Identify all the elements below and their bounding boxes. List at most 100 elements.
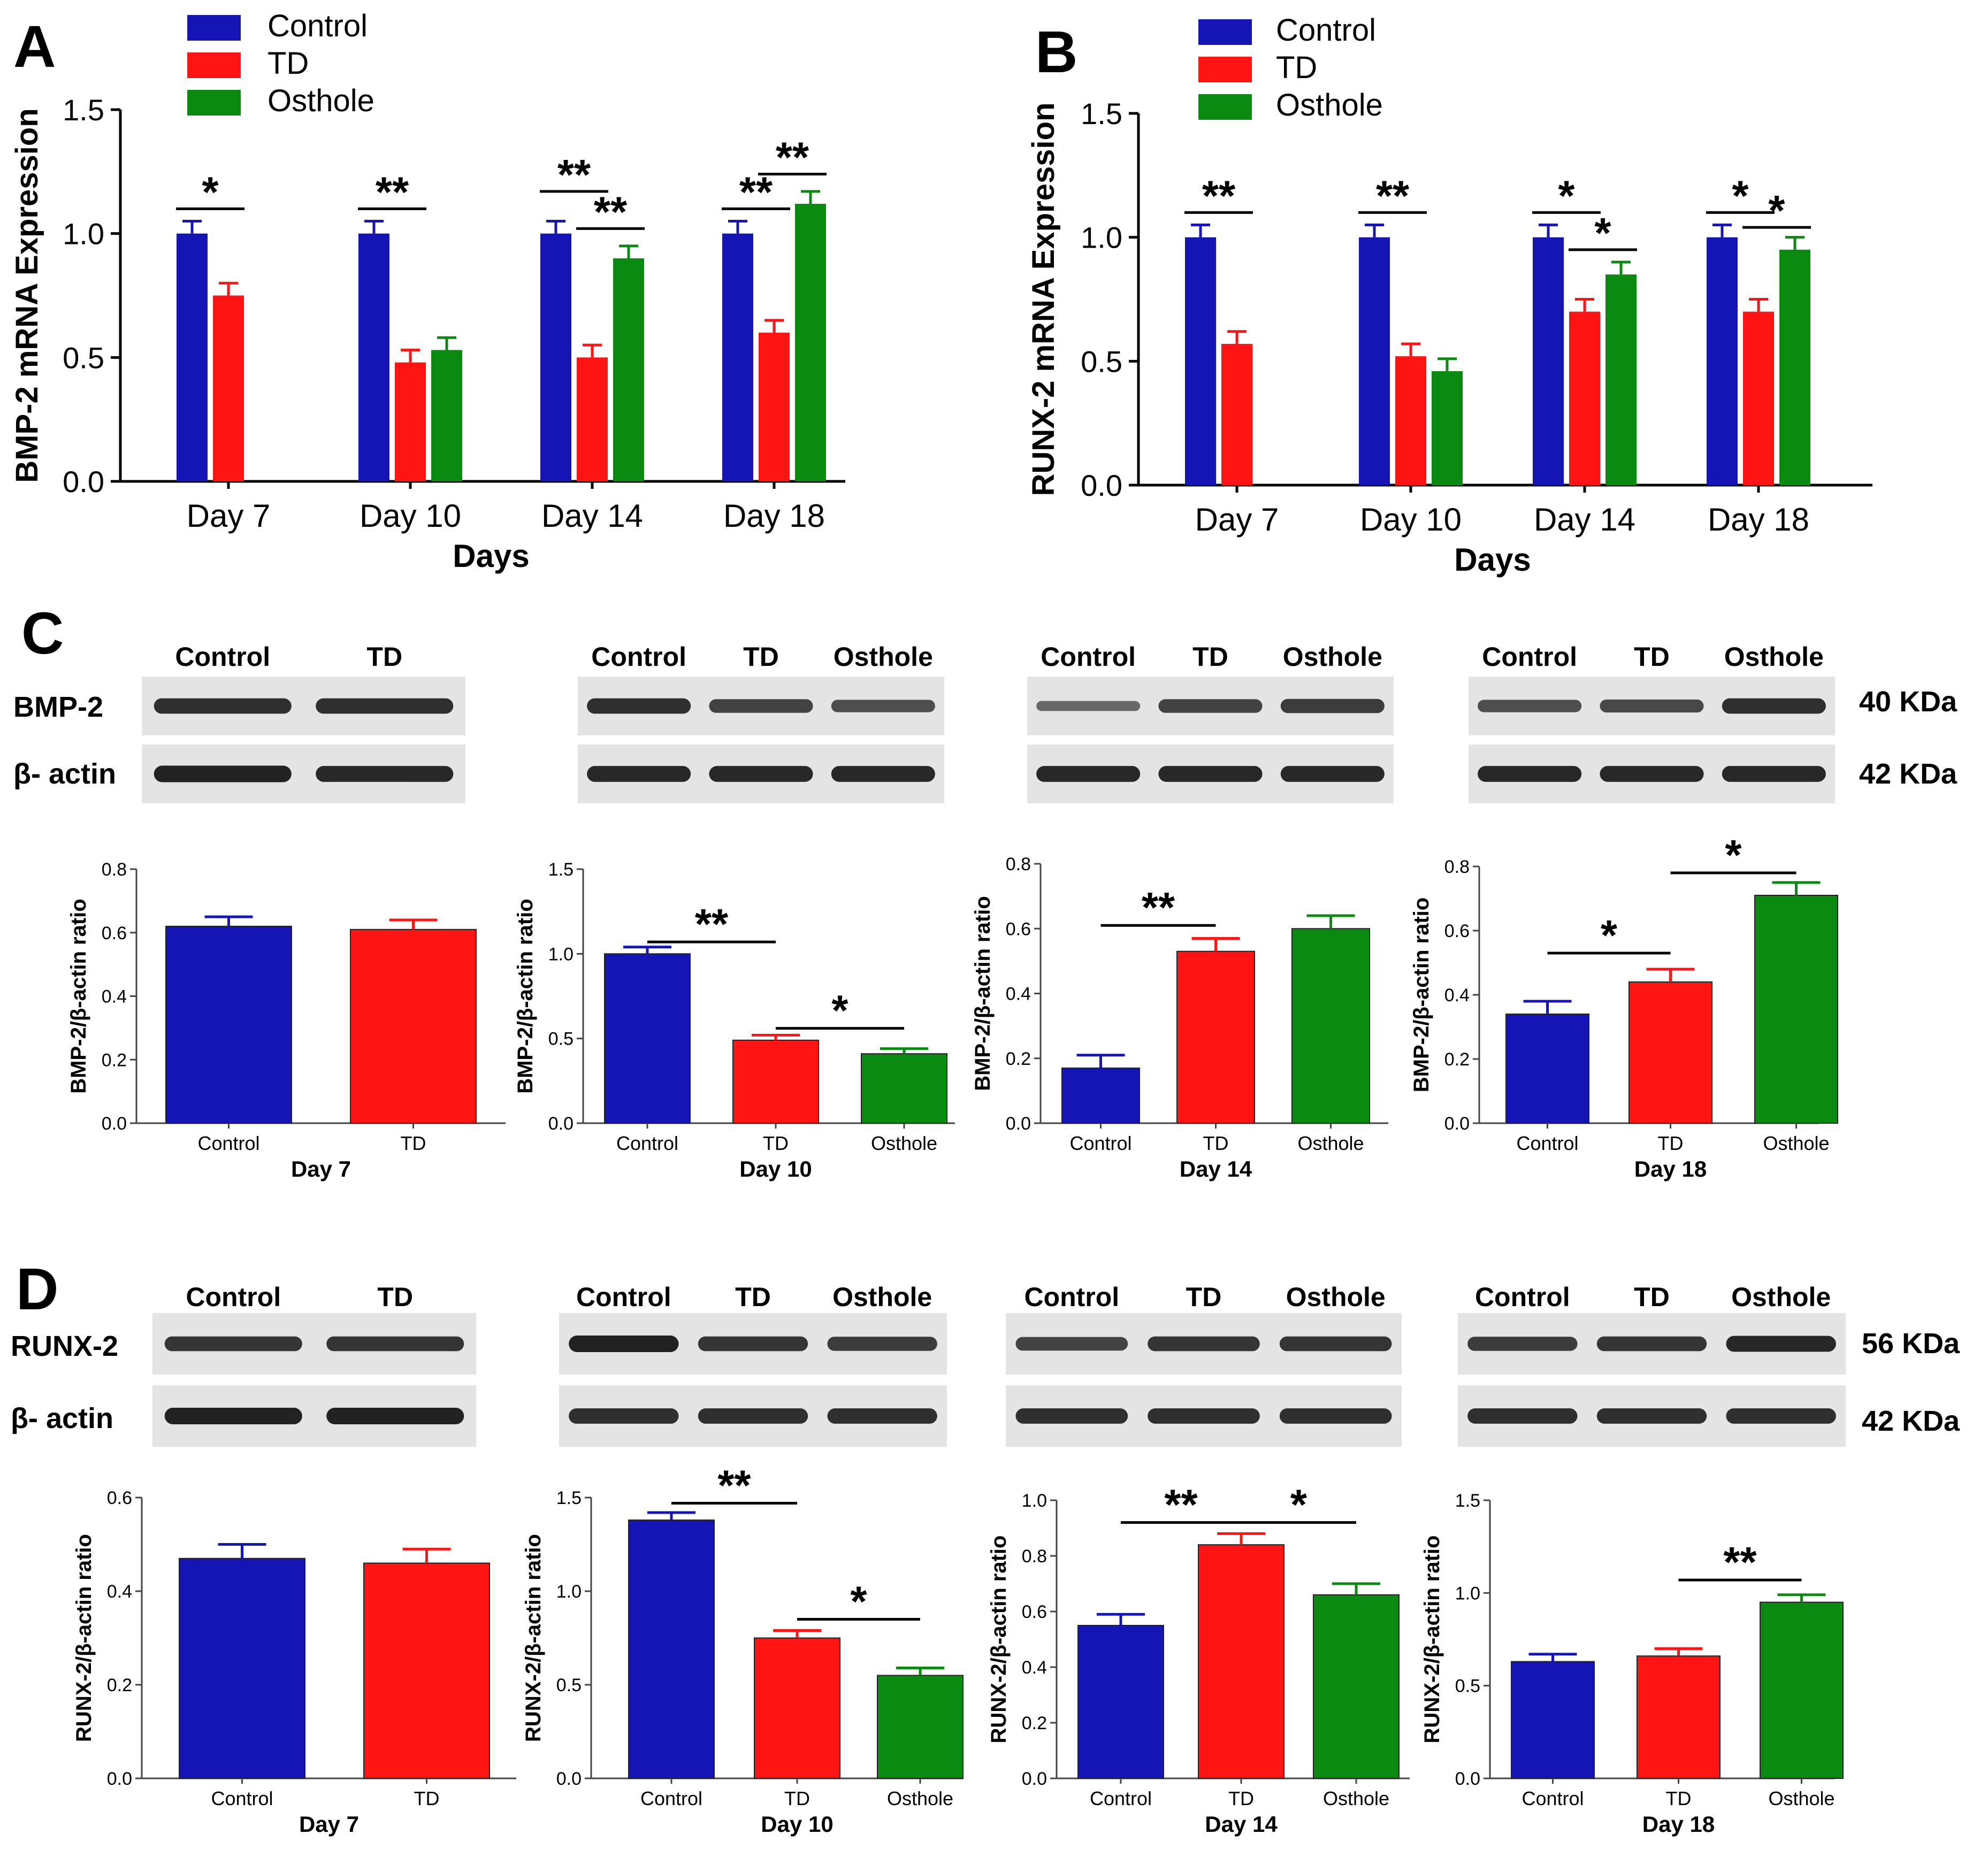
blot-lane-label-control: Control	[175, 642, 270, 672]
legend-a-label-td: TD	[267, 46, 309, 81]
x-tick-label-osthole: Osthole	[871, 1132, 937, 1154]
blot-row-label-actin: β- actin	[13, 758, 116, 790]
y-tick-label: 0.5	[556, 1675, 582, 1695]
x-axis-label: Day 10	[739, 1156, 812, 1181]
chart-d-day10: 0.0 0.5 1.0 1.5 RUNX-2/β-actin ratio Control T…	[522, 1462, 964, 1837]
bar-td-day-7	[213, 295, 244, 481]
x-axis-label: Days	[453, 538, 529, 574]
bar-td	[732, 1039, 819, 1124]
x-axis-label: Day 7	[299, 1812, 359, 1837]
bar-osthole-day-10	[1432, 371, 1463, 485]
bar-control	[1077, 1625, 1164, 1779]
blot-band	[827, 1337, 937, 1351]
blot-lane-label-osthole: Osthole	[1283, 642, 1382, 672]
blot-band	[1467, 1337, 1578, 1351]
blot-band	[316, 766, 454, 782]
blot-lane-label-td: TD	[1186, 1282, 1222, 1312]
bar-td-day-10	[1395, 356, 1426, 485]
y-axis-label: RUNX-2/β-actin ratio	[987, 1536, 1011, 1744]
panel-label-d: D	[16, 1256, 58, 1322]
x-tick-label-day-14: Day 14	[541, 498, 643, 534]
legend-b-swatch-control	[1198, 19, 1252, 45]
bar-control-day-7	[1185, 237, 1216, 485]
blot-band	[1158, 699, 1263, 713]
significance-label: *	[1558, 172, 1575, 219]
blot-lane-label-control: Control	[591, 642, 686, 672]
significance-label: **	[776, 133, 809, 181]
legend-b-label-osthole: Osthole	[1276, 88, 1383, 122]
y-axis-label: RUNX-2/β-actin ratio	[1420, 1536, 1444, 1744]
blot-band	[1015, 1337, 1128, 1351]
x-tick-label-osthole: Osthole	[1323, 1787, 1389, 1809]
legend-a-swatch-control	[187, 15, 241, 41]
significance-label: **	[557, 151, 591, 198]
bar-td	[1176, 950, 1255, 1124]
x-tick-label-control: Control	[1069, 1132, 1131, 1154]
y-tick-label: 1.0	[556, 1582, 582, 1602]
blot-lane-label-osthole: Osthole	[834, 642, 933, 672]
blot-band	[831, 766, 935, 782]
blot-kda-label: 42 KDa	[1862, 1405, 1960, 1437]
y-axis-label: RUNX-2/β-actin ratio	[522, 1534, 545, 1742]
x-tick-label-osthole: Osthole	[887, 1787, 953, 1809]
bar-control	[1511, 1661, 1595, 1779]
y-tick-label: 1.0	[1022, 1491, 1047, 1511]
chart-a-bmp2-mrna: 0.0 0.5 1.0 1.5 BMP-2 mRNA Expression Day 7 Da…	[10, 93, 845, 574]
blot-row-label-runx-2: RUNX-2	[11, 1330, 118, 1362]
y-tick-label: 1.5	[548, 860, 574, 880]
bar-td	[754, 1637, 840, 1779]
y-tick-label: 0.2	[1444, 1049, 1470, 1070]
blot-band	[831, 700, 935, 712]
chart-d-day14: 0.0 0.2 0.4 0.6 0.8 1.0 RUNX-2/β-actin ratio Co…	[987, 1481, 1410, 1837]
blot-band	[154, 765, 292, 782]
blot-lane-label-td: TD	[1634, 1282, 1670, 1312]
x-tick-label-td: TD	[401, 1132, 426, 1154]
blot-row-label-actin: β- actin	[11, 1402, 113, 1434]
blot-row-label-bmp-2: BMP-2	[13, 691, 103, 723]
x-tick-label-day-10: Day 10	[1360, 502, 1462, 538]
bar-control-day-18	[722, 233, 753, 481]
bar-osthole	[1291, 928, 1370, 1124]
y-tick-label: 0.4	[102, 987, 127, 1007]
y-axis-label: BMP-2/β-actin ratio	[971, 896, 995, 1091]
significance-label: *	[1290, 1481, 1308, 1529]
blot-lane-label-control: Control	[1475, 1282, 1570, 1312]
x-axis-label: Day 18	[1642, 1812, 1715, 1837]
legend-a-label-osthole: Osthole	[267, 83, 374, 118]
y-tick-label: 1.5	[556, 1488, 582, 1508]
blot-band	[587, 766, 691, 782]
x-tick-label-td: TD	[1203, 1132, 1229, 1154]
y-tick-label: 1.0	[1455, 1583, 1480, 1603]
blot-band	[698, 1408, 808, 1424]
x-tick-label-td: TD	[763, 1132, 789, 1154]
blot-band	[1148, 1408, 1260, 1424]
significance-label: *	[850, 1578, 867, 1625]
blot-band	[1478, 700, 1582, 712]
x-tick-label-day-7: Day 7	[1195, 502, 1279, 538]
x-tick-label-td: TD	[1658, 1132, 1684, 1154]
panel-label-c: C	[21, 601, 64, 666]
x-axis-label: Day 7	[291, 1156, 351, 1181]
bar-osthole	[1313, 1594, 1400, 1779]
bar-control-day-14	[540, 233, 571, 481]
bar-control-day-7	[177, 233, 208, 481]
blot-band	[1600, 766, 1704, 782]
x-tick-label-td: TD	[1228, 1787, 1254, 1809]
legend-b-swatch-osthole	[1198, 94, 1252, 120]
y-tick-label: 0.4	[1022, 1658, 1047, 1678]
blot-lane-label-osthole: Osthole	[832, 1282, 932, 1312]
blot-band	[1279, 1408, 1392, 1424]
blot-lane-label-control: Control	[1041, 642, 1136, 672]
x-axis-label: Day 14	[1180, 1156, 1252, 1181]
legend-a: Control TD Osthole	[187, 9, 374, 118]
blot-band	[1726, 1336, 1836, 1352]
y-tick-label: 0.2	[1006, 1049, 1031, 1069]
blot-band	[1148, 1336, 1260, 1352]
panel-label-b: B	[1035, 19, 1077, 85]
blot-lane-label-control: Control	[1482, 642, 1577, 672]
y-axis-label: RUNX-2 mRNA Expression	[1026, 103, 1061, 496]
bar-td-day-14	[577, 357, 608, 481]
blot-band	[569, 1408, 679, 1424]
significance-label: **	[1164, 1481, 1198, 1529]
